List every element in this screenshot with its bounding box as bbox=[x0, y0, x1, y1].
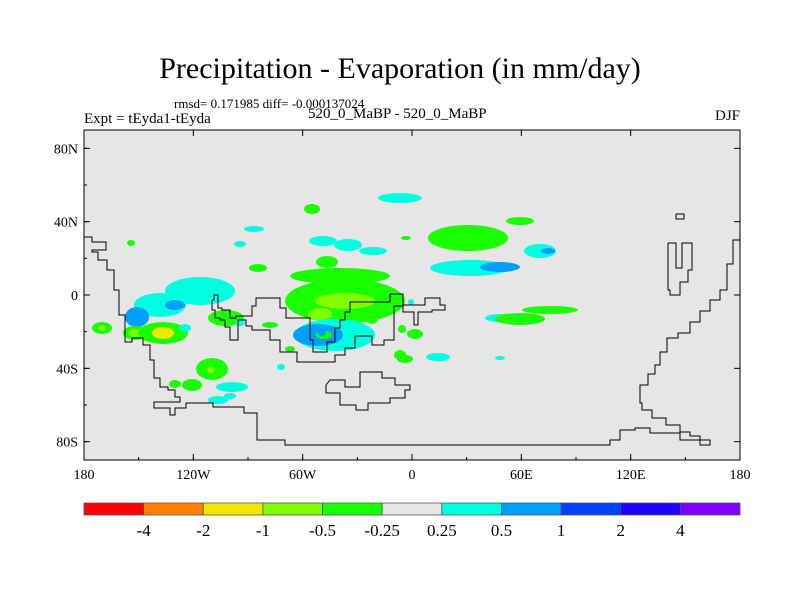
y-tick-label: 40S bbox=[56, 362, 78, 377]
field-contour bbox=[480, 262, 520, 272]
field-contour bbox=[309, 236, 337, 246]
colorbar-label: -4 bbox=[137, 521, 152, 540]
coastline bbox=[675, 213, 685, 220]
colorbar-swatch bbox=[501, 502, 562, 516]
colorbar-label: -0.5 bbox=[309, 521, 336, 540]
field-contour bbox=[366, 314, 378, 324]
field-contour bbox=[318, 330, 326, 336]
colorbar-swatch bbox=[262, 502, 323, 516]
field-contour bbox=[359, 247, 387, 255]
field-contour bbox=[316, 256, 338, 268]
coastline bbox=[667, 242, 693, 296]
x-tick-label: 180 bbox=[74, 468, 95, 483]
field-contour bbox=[169, 380, 181, 388]
field-contour bbox=[207, 367, 215, 373]
x-tick-label: 180 bbox=[730, 468, 751, 483]
colorbar-label: -2 bbox=[196, 521, 210, 540]
colorbar-label: 1 bbox=[557, 521, 566, 540]
colorbar-swatch bbox=[83, 502, 145, 516]
field-contour bbox=[522, 306, 578, 314]
field-contour bbox=[495, 356, 505, 360]
y-tick-label: 80S bbox=[56, 436, 78, 451]
field-contour bbox=[407, 329, 423, 339]
field-contour bbox=[290, 268, 390, 284]
comparison-label: 520_0_MaBP - 520_0_MaBP bbox=[308, 106, 487, 122]
x-tick-label: 0 bbox=[409, 468, 416, 483]
field-contour bbox=[315, 293, 375, 309]
chart-title: Precipitation - Evaporation (in mm/day) bbox=[159, 52, 641, 85]
field-contour bbox=[524, 244, 556, 258]
field-contour bbox=[398, 325, 406, 333]
field-contour bbox=[224, 393, 236, 399]
field-contour bbox=[394, 350, 406, 360]
colorbar-label: 2 bbox=[616, 521, 625, 540]
field-contour bbox=[129, 329, 141, 337]
x-tick-label: 120E bbox=[616, 468, 646, 483]
colorbar-label: 0.5 bbox=[491, 521, 512, 540]
field-contour bbox=[426, 353, 450, 361]
field-contour bbox=[378, 193, 422, 203]
field-contour bbox=[208, 396, 228, 404]
field-contour bbox=[401, 236, 411, 240]
colorbar-swatch bbox=[620, 502, 681, 516]
colorbar-swatch bbox=[202, 502, 264, 516]
x-tick-label: 60W bbox=[289, 468, 317, 483]
field-contour bbox=[179, 324, 191, 332]
colorbar-swatch bbox=[560, 502, 622, 516]
colorbar-swatch bbox=[679, 502, 741, 516]
field-contour bbox=[334, 239, 362, 251]
field-contour bbox=[125, 307, 149, 327]
colorbar-label: 4 bbox=[676, 521, 685, 540]
x-tick-label: 120W bbox=[176, 468, 211, 483]
field-contour bbox=[165, 300, 185, 310]
field-contour bbox=[152, 327, 174, 339]
field-contour bbox=[408, 299, 414, 305]
field-contour bbox=[541, 248, 555, 254]
x-tick-label: 60E bbox=[510, 468, 533, 483]
field-contour bbox=[235, 320, 245, 326]
colorbar-label: -1 bbox=[256, 521, 270, 540]
field-contour bbox=[244, 226, 264, 232]
field-contour bbox=[208, 310, 244, 326]
field-contour bbox=[304, 204, 320, 214]
coastline bbox=[84, 236, 740, 446]
colorbar-swatch bbox=[441, 502, 502, 516]
field-contour bbox=[182, 379, 202, 391]
field-contour bbox=[285, 346, 295, 352]
coastline bbox=[325, 371, 411, 411]
field-contour bbox=[127, 240, 135, 246]
field-contour bbox=[277, 364, 285, 370]
field-contour bbox=[98, 325, 106, 331]
field-contour bbox=[506, 217, 534, 225]
y-tick-label: 80N bbox=[54, 142, 78, 157]
colorbar-swatch bbox=[322, 502, 383, 516]
field-contour bbox=[308, 308, 332, 320]
field-contour bbox=[249, 264, 267, 272]
field-contour bbox=[234, 241, 246, 247]
field-contour bbox=[134, 293, 186, 317]
experiment-label: Expt = tEyda1-tEyda bbox=[84, 111, 211, 127]
coastline bbox=[211, 293, 446, 363]
field-contour bbox=[495, 313, 545, 325]
colorbar-swatch bbox=[143, 502, 204, 516]
field-contour bbox=[262, 322, 278, 328]
field-contour bbox=[216, 382, 248, 392]
field-contour bbox=[428, 225, 508, 251]
colorbar-swatch bbox=[381, 502, 443, 516]
season-label: DJF bbox=[714, 108, 740, 124]
y-tick-label: 40N bbox=[54, 216, 78, 231]
y-tick-label: 0 bbox=[71, 289, 78, 304]
colorbar-label: 0.25 bbox=[427, 521, 457, 540]
colorbar-label: -0.25 bbox=[364, 521, 399, 540]
stats-label: rmsd= 0.171985 diff= -0.000137024 bbox=[174, 96, 365, 111]
